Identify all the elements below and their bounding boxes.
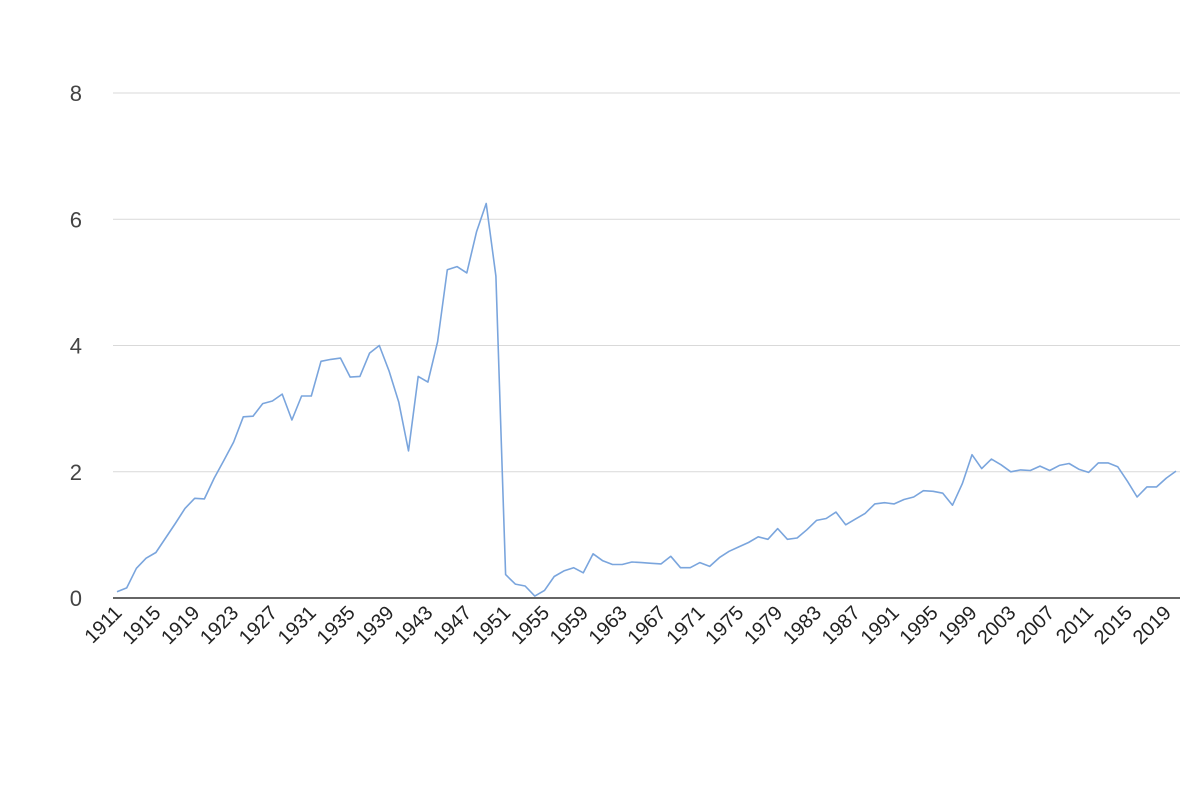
x-tick-label: 2019 — [1129, 602, 1176, 649]
y-axis-ticks: 0 2 4 6 8 — [70, 81, 82, 611]
x-tick-label: 2007 — [1012, 602, 1059, 649]
x-axis-ticks: 1911191519191923192719311935193919431947… — [81, 602, 1176, 649]
x-tick-label: 1983 — [779, 602, 826, 649]
x-tick-label: 1971 — [662, 602, 709, 649]
x-tick-label: 1991 — [857, 602, 904, 649]
x-tick-label: 1995 — [896, 602, 943, 649]
x-tick-label: 1911 — [81, 602, 127, 648]
x-tick-label: 1967 — [624, 602, 671, 649]
y-tick-label: 2 — [70, 460, 82, 485]
x-tick-label: 2015 — [1090, 602, 1137, 649]
y-tick-label: 6 — [70, 207, 82, 232]
x-tick-label: 1935 — [313, 602, 360, 649]
x-tick-label: 1947 — [429, 602, 476, 649]
x-tick-label: 1951 — [468, 602, 515, 649]
x-tick-label: 1927 — [235, 602, 282, 649]
x-tick-label: 1975 — [701, 602, 748, 649]
x-tick-label: 2003 — [973, 602, 1020, 649]
y-tick-label: 0 — [70, 586, 82, 611]
x-tick-label: 1999 — [934, 602, 981, 649]
x-tick-label: 1959 — [546, 602, 593, 649]
x-tick-label: 1919 — [157, 602, 204, 649]
x-tick-label: 1915 — [118, 602, 165, 649]
x-tick-label: 1923 — [196, 602, 243, 649]
series-line — [116, 202, 1177, 597]
x-tick-label: 1939 — [352, 602, 399, 649]
series-group — [116, 202, 1177, 597]
x-tick-label: 1987 — [818, 602, 865, 649]
x-tick-label: 1979 — [740, 602, 787, 649]
y-tick-label: 8 — [70, 81, 82, 106]
x-tick-label: 1943 — [390, 602, 437, 649]
x-tick-label: 1963 — [585, 602, 632, 649]
x-tick-label: 1955 — [507, 602, 554, 649]
x-tick-label: 2011 — [1052, 602, 1098, 648]
y-tick-label: 4 — [70, 334, 82, 359]
grid-lines — [113, 92, 1180, 473]
x-tick-label: 1931 — [274, 602, 321, 649]
